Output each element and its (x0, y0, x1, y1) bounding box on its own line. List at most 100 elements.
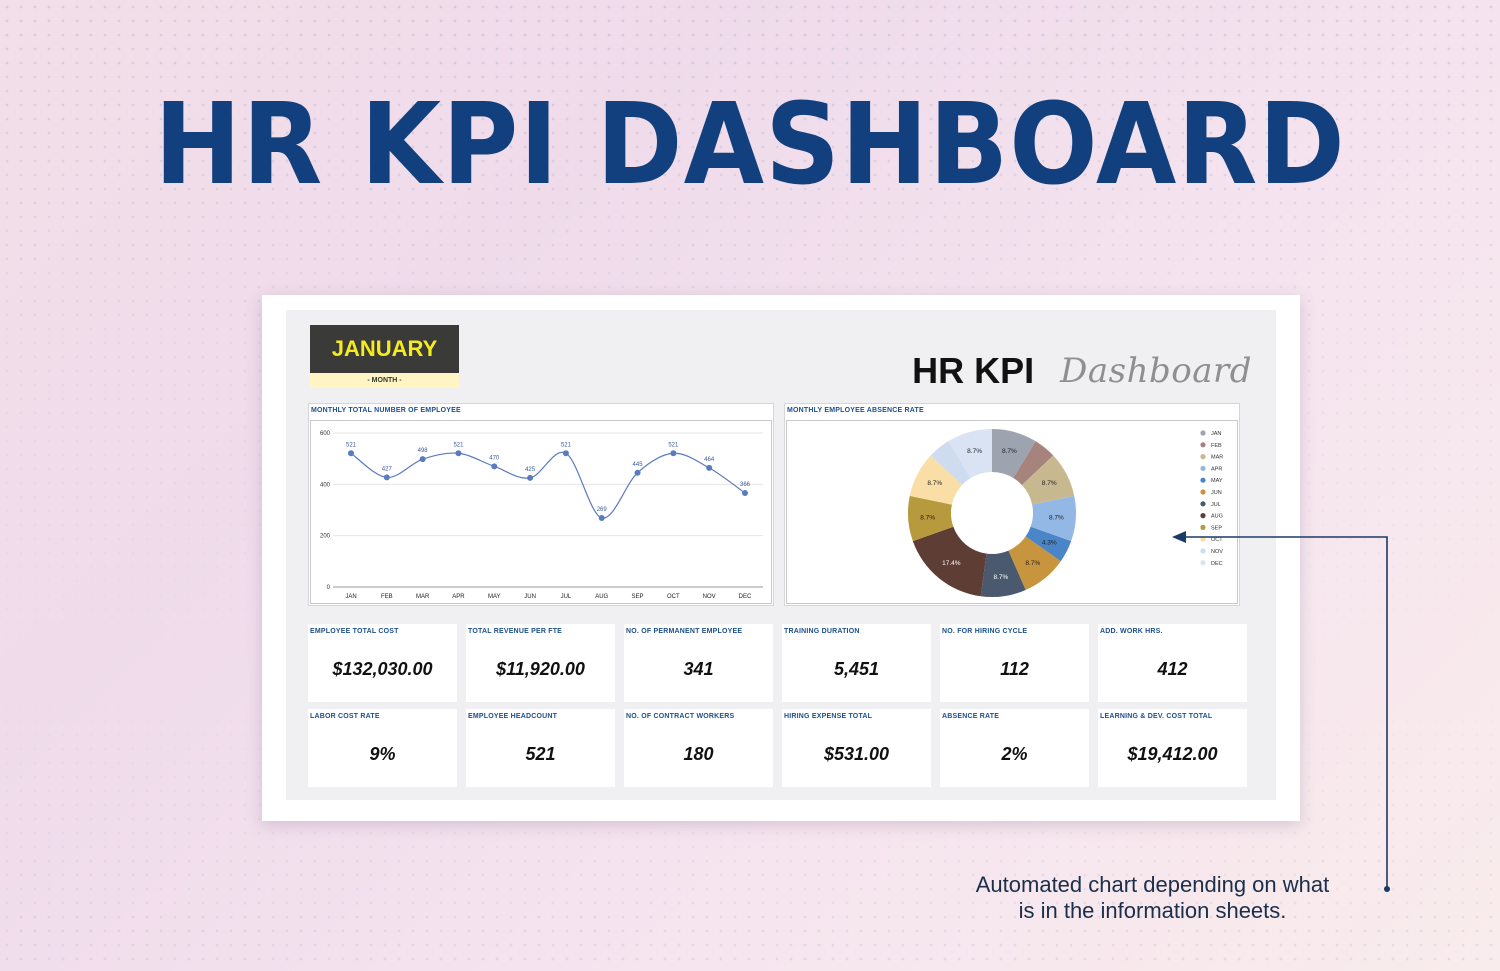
legend-swatch (1200, 524, 1206, 530)
data-point (670, 450, 677, 457)
legend-swatch (1200, 454, 1206, 460)
month-selector[interactable]: JANUARY - MONTH - (310, 325, 459, 388)
data-point (491, 463, 498, 470)
donut-slice-nov (930, 441, 971, 485)
y-tick-label: 0 (327, 585, 331, 591)
kpi-tile: ABSENCE RATE 2% (940, 709, 1089, 787)
x-tick-label: OCT (667, 594, 680, 600)
donut-slice-feb (1013, 441, 1054, 485)
annotation-text: Automated chart depending on what is in … (930, 872, 1375, 924)
data-label: 269 (597, 507, 608, 513)
donut-slice-dec (948, 429, 992, 478)
legend-label: AUG (1211, 514, 1223, 520)
legend-swatch (1200, 548, 1206, 554)
x-tick-label: JUN (524, 594, 536, 600)
donut-slice-aug (912, 526, 987, 597)
legend-label: OCT (1211, 537, 1223, 543)
legend-label: NOV (1211, 549, 1223, 555)
data-point (527, 474, 534, 481)
sheet-title-script: Dashboard (1060, 351, 1252, 391)
kpi-label: ABSENCE RATE (942, 713, 1000, 720)
data-point (706, 464, 713, 471)
data-point (634, 469, 641, 476)
data-label: 521 (346, 442, 357, 448)
kpi-label: ADD. WORK HRS. (1100, 628, 1163, 635)
kpi-tile: LEARNING & DEV. COST TOTAL $19,412.00 (1098, 709, 1247, 787)
kpi-label: NO. OF CONTRACT WORKERS (626, 713, 735, 720)
annotation-line-2: is in the information sheets. (1018, 898, 1287, 923)
kpi-value: 341 (683, 659, 714, 679)
legend-label: JUN (1211, 490, 1222, 496)
legend-swatch (1200, 465, 1206, 471)
sheet-title-main: HR KPI (912, 350, 1035, 391)
legend-swatch (1200, 513, 1206, 519)
kpi-label: EMPLOYEE HEADCOUNT (468, 713, 558, 720)
kpi-value: $531.00 (823, 744, 890, 764)
donut-slice-may (1025, 526, 1072, 562)
donut-slice-jul (980, 550, 1026, 597)
data-point (455, 450, 462, 457)
y-tick-label: 400 (320, 482, 331, 488)
x-tick-label: JUL (561, 594, 572, 600)
y-tick-label: 600 (320, 431, 331, 437)
dashboard-sheet: JANUARY - MONTH - HR KPI Dashboard MONTHL… (286, 310, 1276, 800)
kpi-value: $19,412.00 (1127, 744, 1218, 764)
legend-swatch (1200, 477, 1206, 483)
kpi-tile: ADD. WORK HRS. 412 (1098, 624, 1247, 702)
slice-label: 8.7% (1042, 480, 1057, 487)
annotation-arrow-line (1180, 536, 1388, 888)
legend-label: DEC (1211, 561, 1223, 567)
kpi-value: 9% (369, 744, 396, 764)
data-label: 464 (704, 457, 715, 463)
month-name: JANUARY (310, 325, 459, 373)
legend-swatch (1200, 442, 1206, 448)
donut-slice-jan (992, 429, 1036, 478)
slice-label: 8.7% (927, 480, 942, 487)
legend-label: MAR (1211, 455, 1223, 461)
data-label: 427 (382, 466, 393, 472)
kpi-tile: EMPLOYEE TOTAL COST $132,030.00 (308, 624, 457, 702)
x-tick-label: APR (452, 594, 465, 600)
donut-slice-mar (1021, 455, 1075, 505)
kpi-label: LABOR COST RATE (310, 713, 380, 720)
data-point (598, 514, 605, 521)
kpi-value: 412 (1157, 659, 1188, 679)
annotation-line-1: Automated chart depending on what (975, 872, 1330, 897)
annotation-arrow-head (1172, 531, 1186, 543)
legend-label: FEB (1211, 443, 1222, 449)
line-chart-area: 0 200 400 600 521 JAN 427 FEB 498 MAR 521 APR 470 MAY… (310, 420, 772, 604)
kpi-value: 112 (1000, 659, 1029, 679)
kpi-label: NO. OF PERMANENT EMPLOYEE (626, 628, 743, 635)
data-point (742, 490, 748, 497)
donut-slice-jun (1008, 536, 1061, 590)
kpi-value: 521 (525, 744, 556, 764)
data-point (383, 474, 390, 481)
kpi-label: TOTAL REVENUE PER FTE (468, 628, 563, 635)
legend-swatch (1200, 560, 1206, 566)
legend-label: MAY (1211, 478, 1223, 484)
donut-chart: 8.7% 8.7% 8.7% 4.3% 8.7% 8.7% 17.4% 8.7% 8.7% 8.7… (908, 429, 1223, 597)
kpi-value: 5,451 (833, 659, 880, 679)
kpi-label: EMPLOYEE TOTAL COST (310, 628, 399, 635)
kpi-tile: HIRING EXPENSE TOTAL $531.00 (782, 709, 931, 787)
donut-slice-apr (1030, 495, 1076, 542)
kpi-label: LEARNING & DEV. COST TOTAL (1100, 713, 1213, 720)
x-tick-label: JAN (345, 594, 356, 600)
kpi-tile: NO. FOR HIRING CYCLE 112 (940, 624, 1089, 702)
line-chart: 0 200 400 600 521 JAN 427 FEB 498 MAR 521 APR 470 MAY… (320, 431, 763, 600)
data-label: 521 (561, 442, 572, 448)
y-tick-label: 200 (320, 534, 331, 540)
legend-swatch (1200, 489, 1206, 495)
x-tick-label: DEC (739, 594, 752, 600)
data-label: 366 (740, 482, 751, 488)
x-tick-label: SEP (632, 594, 644, 600)
data-point (419, 456, 426, 463)
kpi-label: TRAINING DURATION (784, 628, 860, 635)
kpi-tile: NO. OF PERMANENT EMPLOYEE 341 (624, 624, 773, 702)
data-label: 521 (453, 442, 464, 448)
legend-label: APR (1211, 466, 1222, 472)
kpi-value: 2% (1001, 744, 1028, 764)
kpi-value: $132,030.00 (332, 659, 433, 679)
slice-label: 8.7% (967, 448, 982, 455)
legend-swatch (1200, 501, 1206, 507)
